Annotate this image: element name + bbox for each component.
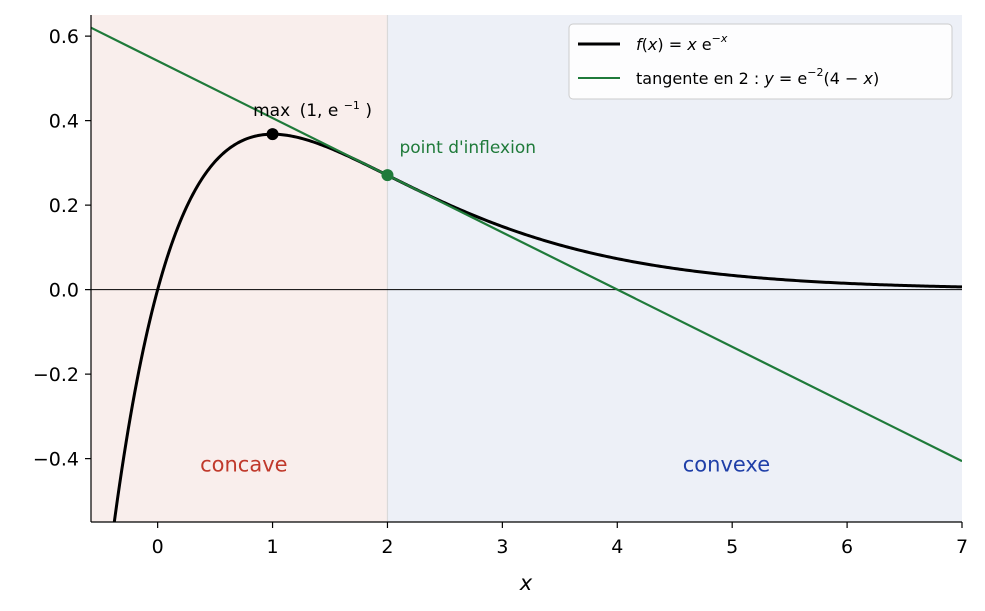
max-annotation-text: max <box>253 101 290 121</box>
y-tick-label: 0.6 <box>49 26 79 48</box>
legend-label-tangent: tangente en 2 : y = e−2(4 − x) <box>636 66 879 88</box>
x-tick-label: 5 <box>726 536 738 558</box>
y-tick-label: −0.4 <box>33 449 79 471</box>
axes-layer: 0 1 2 3 4 5 6 7 0.6 0.4 0.2 0.0 −0.2 −0.4 <box>33 15 968 558</box>
x-tick-label: 6 <box>841 536 853 558</box>
x-tick-label: 2 <box>381 536 393 558</box>
series-line-f <box>112 132 962 522</box>
x-tick-label: 1 <box>267 536 279 558</box>
point-maximum <box>266 128 279 141</box>
concave-label: concave <box>200 452 287 476</box>
max-annotation-exponent: −1 <box>344 99 360 112</box>
series-layer <box>91 26 962 522</box>
max-annotation-coords: (1, e <box>300 101 339 121</box>
inflection-annotation: point d'inflexion <box>399 138 536 158</box>
x-tick-label: 3 <box>496 536 508 558</box>
legend: f(x) = x e−x tangente en 2 : y = e−2(4 −… <box>568 23 953 100</box>
y-tick-label: −0.2 <box>33 364 79 386</box>
x-axis-title: x <box>519 571 533 595</box>
y-tick-label: 0.4 <box>49 111 79 133</box>
point-inflection <box>381 169 394 182</box>
max-annotation-close: ) <box>365 101 372 121</box>
legend-box <box>568 23 953 100</box>
y-tick-label: 0.2 <box>49 195 79 217</box>
series-line-tangent <box>91 26 962 463</box>
points-layer <box>266 128 394 182</box>
region-concave <box>91 15 388 522</box>
max-annotation: max (1, e −1 ) <box>253 94 372 121</box>
convexe-label: convexe <box>683 452 770 476</box>
x-tick-label: 4 <box>611 536 623 558</box>
x-tick-label: 0 <box>152 536 164 558</box>
x-tick-label: 7 <box>956 536 968 558</box>
y-tick-label: 0.0 <box>49 280 79 302</box>
legend-label-f: f(x) = x e−x <box>636 32 728 54</box>
